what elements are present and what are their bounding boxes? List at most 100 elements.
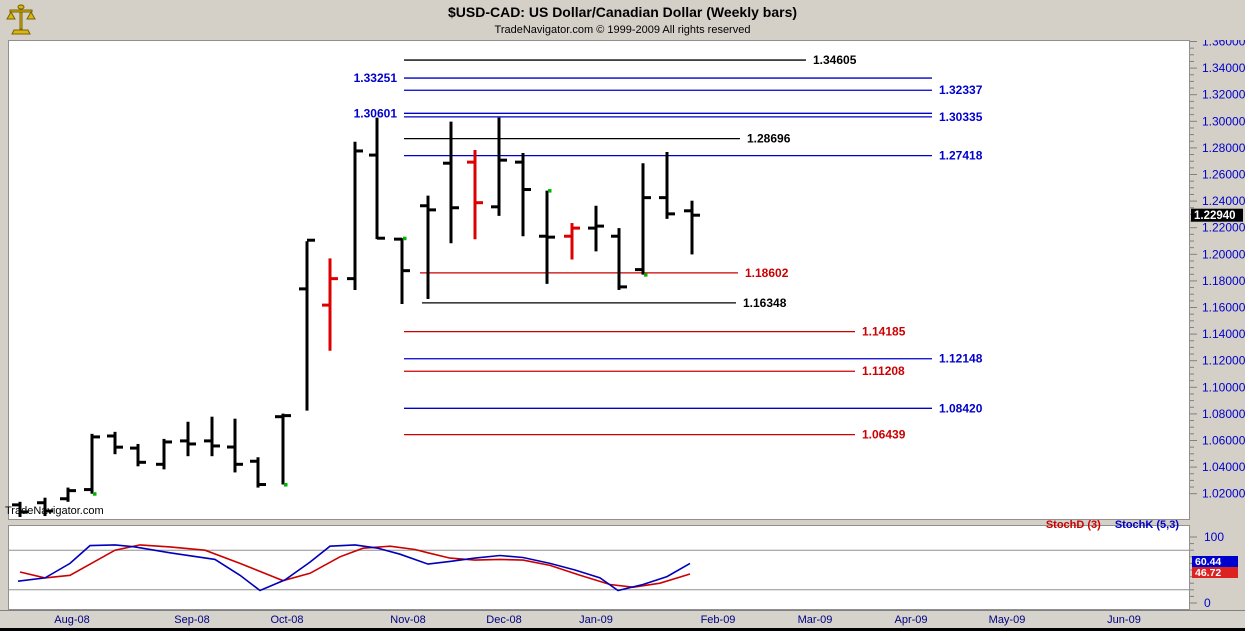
ohlc-bar: [443, 121, 459, 244]
stoch-d-label[interactable]: StochD (3): [1045, 519, 1101, 531]
stoch-scale-bottom: 0: [1204, 596, 1211, 610]
ohlc-bar: [107, 431, 123, 455]
stoch-scale-top: 100: [1204, 530, 1224, 544]
x-axis-month-label: May-09: [988, 614, 1026, 626]
x-axis-month-label: Oct-08: [270, 614, 304, 626]
price-level-label: 1.06439: [862, 428, 906, 442]
x-axis-month-label: Dec-08: [486, 614, 522, 626]
ohlc-bar: [37, 497, 53, 517]
price-level-label: 1.11208: [862, 364, 905, 378]
price-level-label: 1.33251: [354, 71, 398, 85]
ohlc-bar: [588, 205, 604, 252]
ohlc-bar: [659, 152, 675, 219]
time-axis: Aug-08 Sep-08 Oct-08 Nov-08 Dec-08 Jan-09 Feb-…: [0, 610, 1245, 629]
x-axis-month-label: Mar-09: [797, 614, 833, 626]
ohlc-bar: [12, 501, 28, 517]
last-price-badge: [1191, 208, 1243, 222]
price-level-label: 1.30335: [939, 110, 983, 124]
bottom-border: [0, 628, 1245, 631]
price-level-label: 1.30601: [354, 106, 398, 120]
price-level-label: 1.14185: [862, 325, 906, 339]
ohlc-bar: [180, 421, 196, 457]
ohlc-bar: [60, 487, 76, 502]
price-level-label: 1.32337: [939, 83, 983, 97]
stoch-d-line: [19, 544, 691, 589]
price-level-label: 1.16348: [743, 296, 787, 310]
signal-dot: [284, 483, 288, 487]
ohlc-bar: [227, 418, 243, 473]
price-axis-label: 1.22000: [1202, 221, 1245, 235]
stochastic-panel[interactable]: [8, 525, 1190, 610]
ohlc-bar: [156, 438, 172, 470]
price-axis-label: 1.02000: [1202, 487, 1245, 501]
price-axis-label: 1.04000: [1202, 460, 1245, 474]
indicator-legend: StochD (3) StochK (5,3): [1046, 519, 1179, 531]
price-axis-label: 1.08000: [1202, 407, 1245, 421]
price-level-label: 1.27418: [939, 149, 983, 163]
price-level-label: 1.34605: [813, 53, 857, 67]
x-axis-month-label: Apr-09: [894, 614, 928, 626]
price-axis-label: 1.24000: [1202, 194, 1245, 208]
x-axis-month-label: Jan-09: [579, 614, 613, 626]
price-level-label: 1.08420: [939, 401, 983, 415]
x-axis-month-label: Feb-09: [700, 614, 736, 626]
signal-dot: [548, 189, 552, 193]
price-axis-label: 1.10000: [1202, 380, 1245, 394]
ohlc-bar: [130, 443, 146, 467]
price-axis-label: 1.12000: [1202, 354, 1245, 368]
ohlc-bar: [684, 200, 700, 255]
price-axis-label: 1.34000: [1202, 61, 1245, 75]
ohlc-bar: [420, 195, 436, 299]
price-level-label: 1.28696: [747, 132, 791, 146]
stoch-d-badge: [1192, 567, 1238, 578]
x-axis-month-label: Aug-08: [54, 614, 90, 626]
price-axis-label: 1.36000: [1202, 40, 1245, 49]
price-level-label: 1.12148: [939, 352, 983, 366]
signal-dot: [644, 273, 648, 277]
stoch-k-badge-text: 60.44: [1195, 556, 1221, 568]
stoch-k-line: [17, 544, 691, 592]
price-axis-label: 1.28000: [1202, 141, 1245, 155]
stoch-k-badge: [1192, 556, 1238, 567]
price-level-label: 1.18602: [745, 266, 789, 280]
x-axis-month-label: Nov-08: [390, 614, 426, 626]
price-axis-label: 1.16000: [1202, 301, 1245, 315]
signal-dot: [93, 492, 97, 496]
ohlc-bar: [394, 237, 410, 305]
price-axis-label: 1.20000: [1202, 247, 1245, 261]
ohlc-bar: [369, 117, 385, 240]
stoch-k-label[interactable]: StochK (5,3): [1114, 519, 1179, 531]
price-axis-label: 1.14000: [1202, 327, 1245, 341]
ohlc-bar: [539, 190, 555, 284]
ohlc-bar: [564, 223, 580, 260]
stoch-d-badge-text: 46.72: [1195, 567, 1221, 579]
app-logo-icon: [6, 4, 36, 35]
price-axis[interactable]: 1.36000 1.34000 1.32000 1.30000 1.28000 1.260…: [1190, 35, 1245, 631]
ohlc-bar: [635, 163, 651, 275]
ohlc-bar: [275, 413, 291, 485]
x-axis-month-label: Sep-08: [174, 614, 210, 626]
ohlc-bar: [322, 258, 338, 351]
price-axis-label: 1.32000: [1202, 88, 1245, 102]
ohlc-bar: [347, 141, 363, 290]
chart-title: $USD-CAD: US Dollar/Canadian Dollar (Wee…: [447, 4, 798, 20]
ohlc-bar: [491, 117, 507, 216]
ohlc-bar: [84, 433, 100, 494]
ohlc-bar: [467, 150, 483, 240]
price-axis-label: 1.26000: [1202, 168, 1245, 182]
ohlc-bar: [299, 238, 315, 411]
price-axis-label: 1.06000: [1202, 434, 1245, 448]
signal-dot: [403, 236, 407, 241]
chart-subtitle: TradeNavigator.com © 1999-2009 All right…: [494, 24, 751, 36]
ohlc-bar: [515, 152, 531, 237]
main-chart-canvas[interactable]: 1.34605 1.33251 1.32337 1.30601 1.30335 1.286…: [8, 40, 1190, 520]
ohlc-bar: [250, 457, 266, 488]
price-axis-label: 1.30000: [1202, 114, 1245, 128]
watermark: TradeNavigator.com: [5, 505, 104, 517]
ohlc-bar: [611, 228, 627, 290]
x-axis-month-label: Jun-09: [1107, 614, 1141, 626]
ohlc-bar: [204, 416, 220, 457]
last-price-badge-text: 1.22940: [1194, 210, 1236, 222]
price-axis-label: 1.18000: [1202, 274, 1245, 288]
